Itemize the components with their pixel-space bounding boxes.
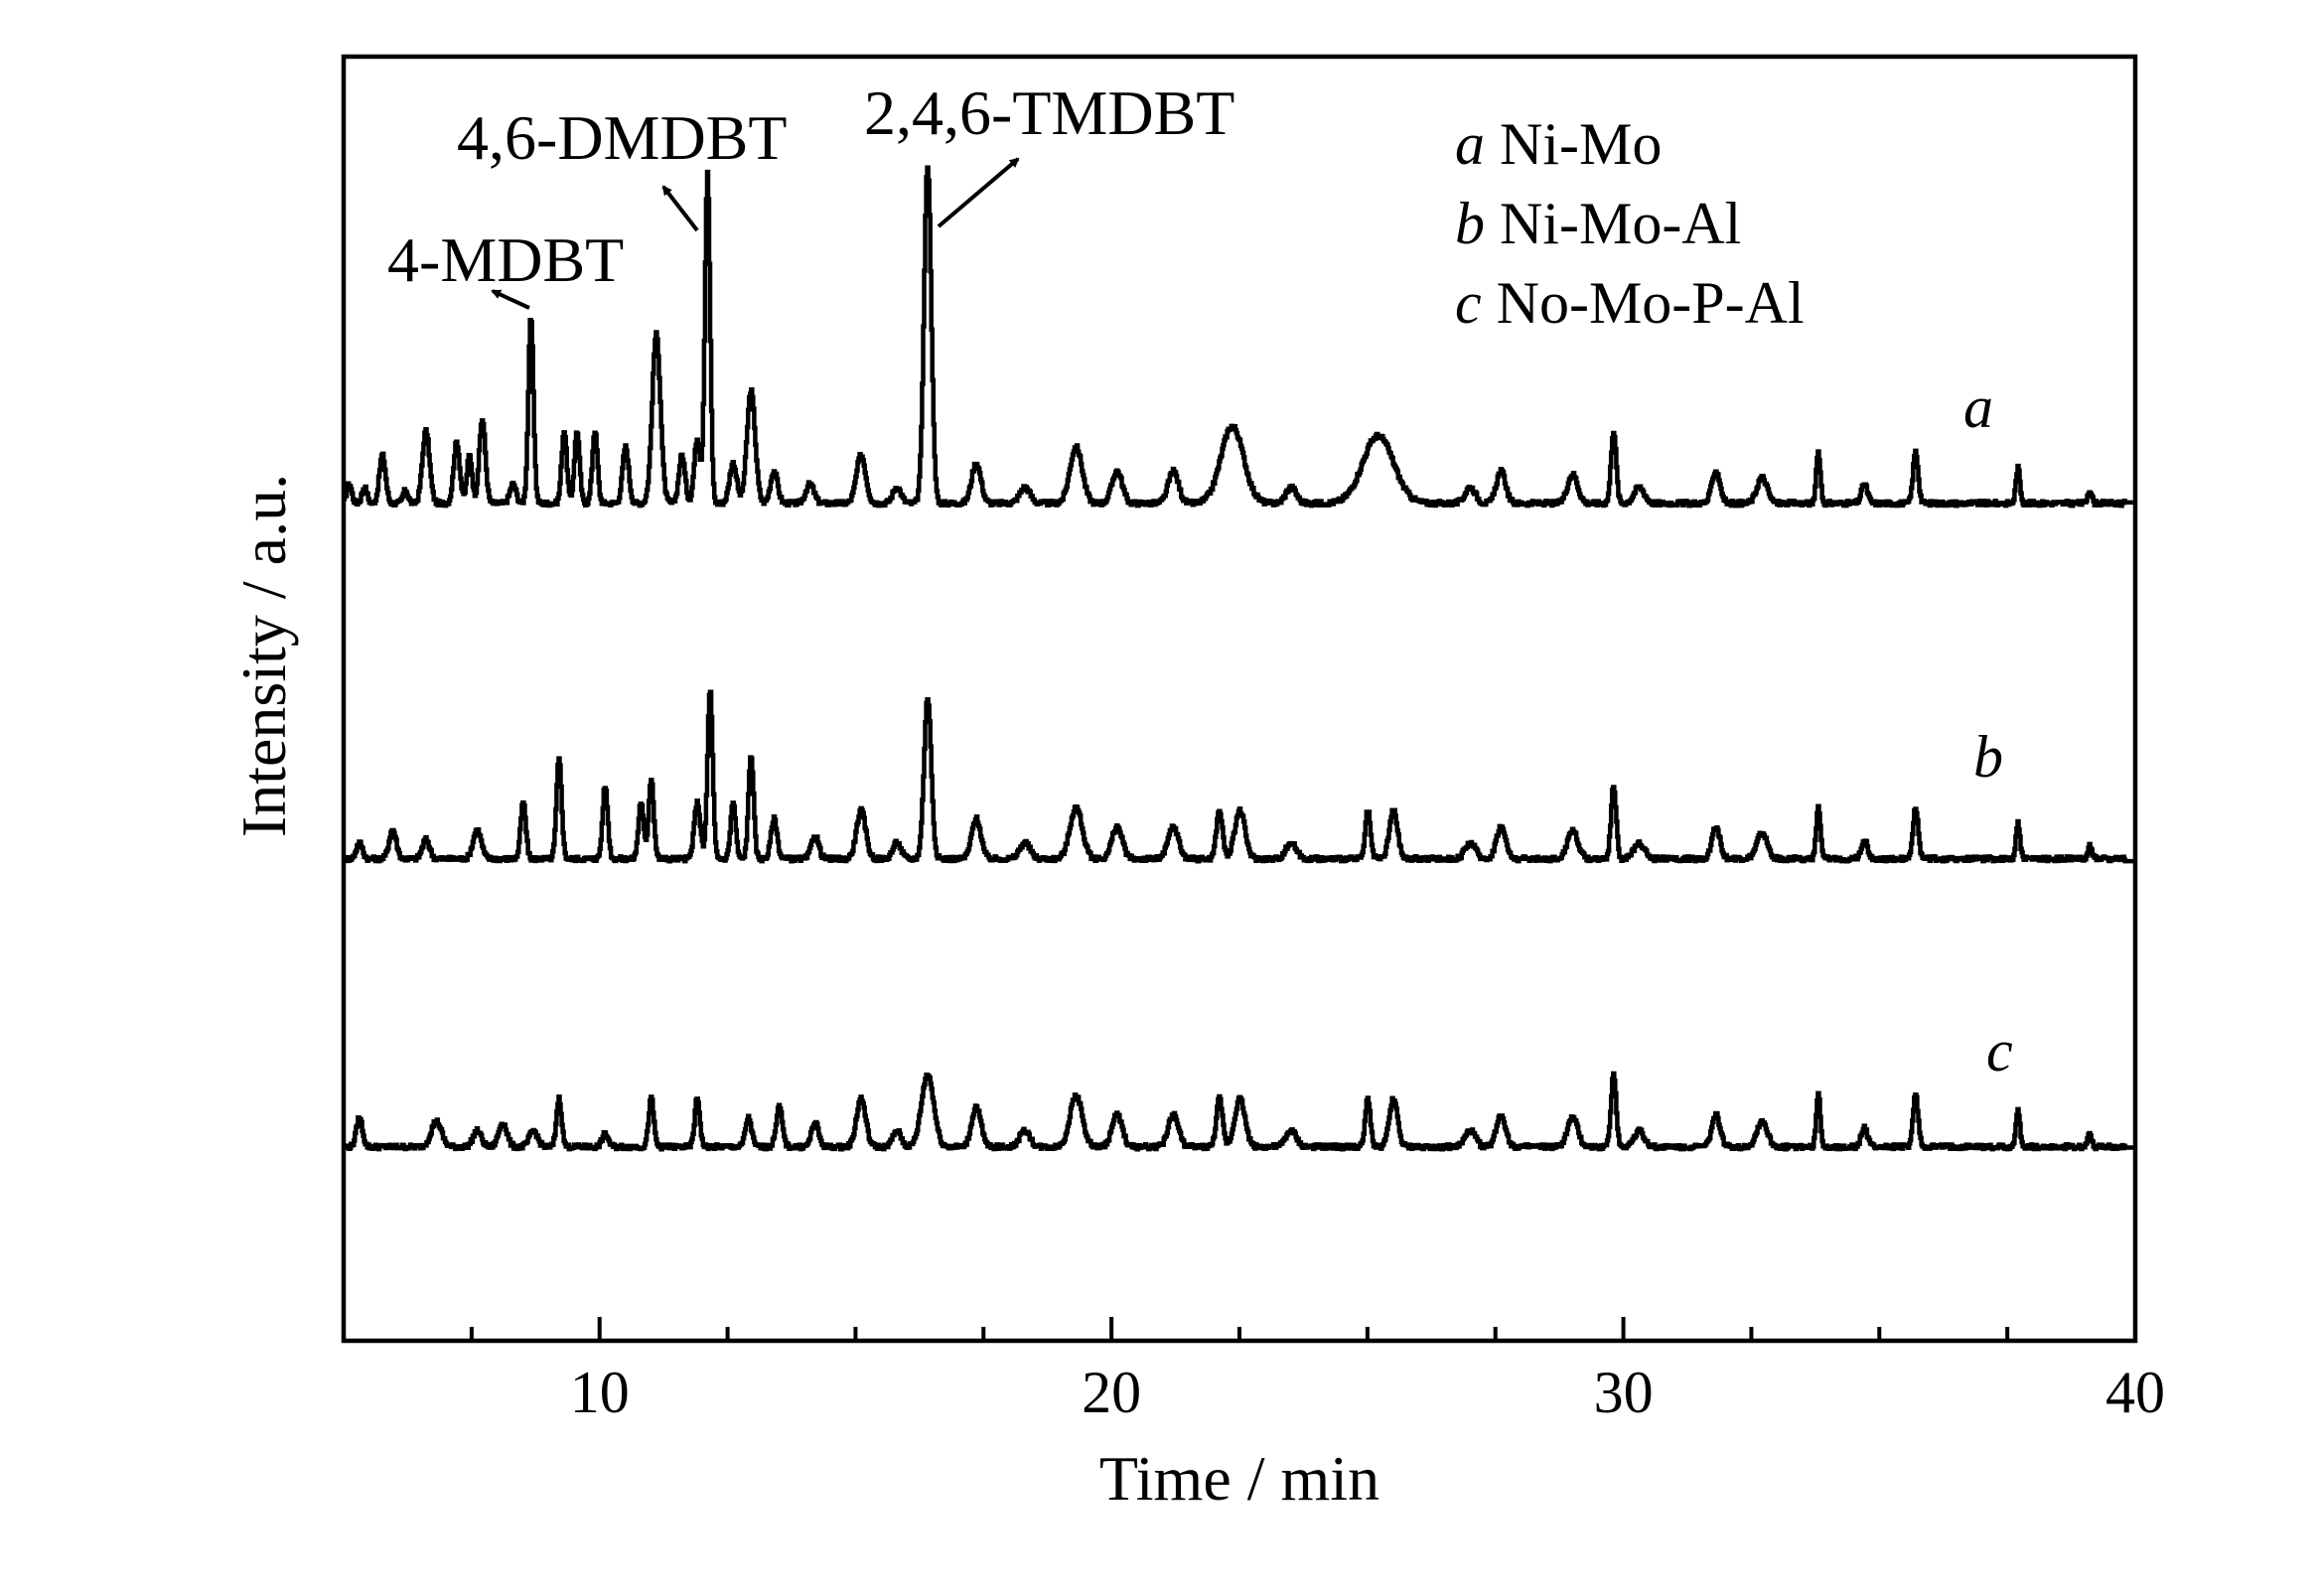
x-axis-ticks: [469, 1317, 2137, 1341]
series-label-c: c: [1986, 1018, 2013, 1084]
annotation-arrow: [661, 185, 699, 232]
annotation-arrow: [491, 289, 530, 310]
series-line-b: [342, 689, 2135, 864]
peak-annotation: 2,4,6-TMDBT: [864, 77, 1234, 148]
x-axis-label: Time / min: [1099, 1443, 1379, 1514]
x-tick-label: 10: [570, 1360, 630, 1425]
series-line-c: [342, 1071, 2135, 1152]
x-axis-tick-labels: 10 20 30 40: [570, 1360, 2165, 1425]
legend-entry-a: a Ni-Mo: [1455, 111, 1662, 177]
x-tick-label: 30: [1594, 1360, 1654, 1425]
legend-entry-c: c No-Mo-P-Al: [1455, 270, 1805, 336]
legend-entry-b: b Ni-Mo-Al: [1455, 191, 1741, 256]
series-line-a: [342, 165, 2135, 508]
x-tick-label: 20: [1082, 1360, 1141, 1425]
y-axis-label: Intensity / a.u.: [228, 474, 299, 837]
series-group: [342, 165, 2135, 1152]
series-label-a: a: [1963, 374, 1993, 440]
series-label-b: b: [1973, 724, 2003, 790]
legend: a Ni-Mo b Ni-Mo-Al c No-Mo-P-Al: [1455, 111, 1805, 336]
peak-annotation: 4-MDBT: [387, 224, 624, 295]
x-tick-label: 40: [2105, 1360, 2165, 1425]
annotation-arrow: [937, 157, 1020, 228]
peak-annotation: 4,6-DMDBT: [457, 102, 787, 173]
peak-annotations: 4-MDBT 4,6-DMDBT 2,4,6-TMDBT: [387, 77, 1234, 310]
series-labels: a b c: [1963, 374, 2013, 1084]
